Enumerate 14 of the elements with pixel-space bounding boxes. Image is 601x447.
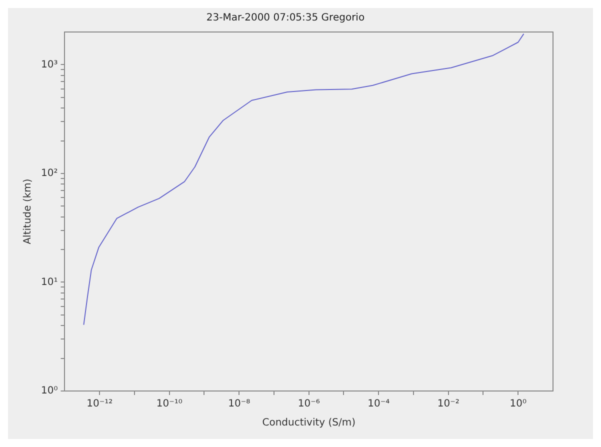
chart-title: 23-Mar-2000 07:05:35 Gregorio (206, 12, 365, 24)
x-tick-label: 10⁻¹² (86, 398, 113, 410)
x-tick-label: 10⁻² (437, 398, 460, 410)
y-tick-label: 10⁰ (41, 386, 58, 397)
x-tick-label: 10⁻⁸ (228, 398, 250, 410)
x-axis-title: Conductivity (S/m) (262, 418, 356, 429)
y-tick-label: 10² (41, 168, 58, 180)
x-tick-label: 10⁻¹⁰ (156, 398, 182, 410)
y-tick-label: 10¹ (41, 276, 58, 288)
y-axis-title: Altitude (km) (22, 178, 34, 244)
x-tick-label: 10⁻⁶ (298, 398, 320, 410)
x-tick-label: 10⁻⁴ (368, 398, 390, 410)
y-tick-label: 10³ (41, 59, 58, 70)
x-tick-label: 10⁰ (510, 398, 526, 410)
